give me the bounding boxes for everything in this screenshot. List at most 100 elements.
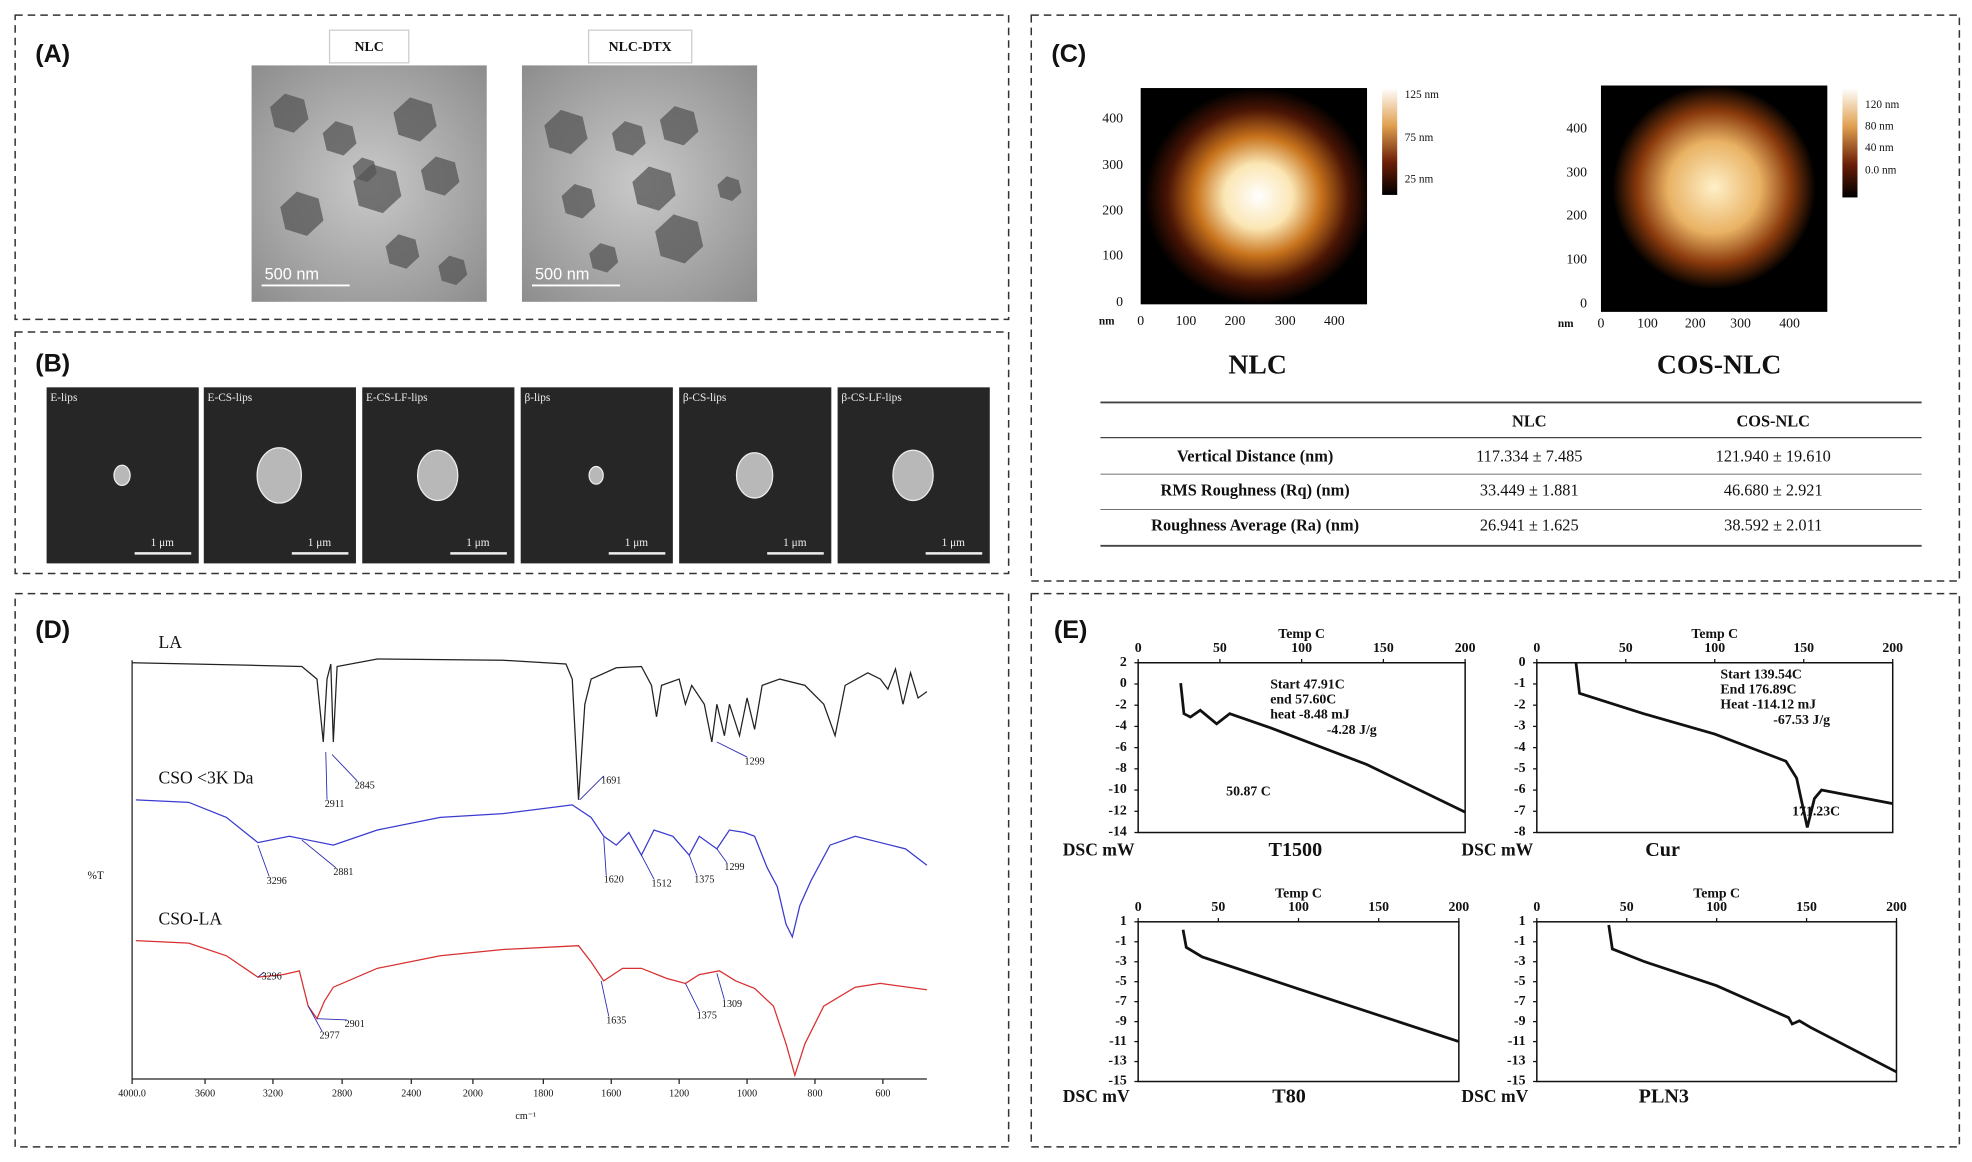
image-title: E-CS-lips — [208, 392, 253, 404]
y-tick-label: 2 — [1120, 654, 1127, 669]
sample-label: T80 — [1272, 1085, 1306, 1107]
sem-particle — [588, 465, 604, 485]
panel-label: (A) — [35, 40, 70, 68]
colorbar — [1842, 88, 1858, 198]
peak-label: 1375 — [697, 1010, 717, 1021]
panel-box — [14, 14, 1010, 321]
y-tick-label: 1 — [1120, 913, 1127, 928]
annotation: -4.28 J/g — [1327, 722, 1377, 737]
sample-label: T1500 — [1269, 839, 1323, 861]
x-tick-label: 3200 — [263, 1088, 283, 1099]
afm-title: NLC — [1228, 349, 1286, 380]
particle — [611, 121, 646, 156]
y-tick-label: -3 — [1115, 953, 1127, 968]
x-tick-label: 150 — [1373, 640, 1394, 655]
x-tick-label: 600 — [875, 1088, 890, 1099]
x-tick-label: 200 — [1225, 313, 1246, 328]
table-cell: RMS Roughness (Rq) (nm) — [1161, 480, 1350, 499]
particle — [632, 166, 676, 211]
y-tick-label: -9 — [1514, 1013, 1526, 1028]
peak-leader — [716, 973, 725, 1000]
y-tick-label: 0 — [1120, 675, 1127, 690]
y-tick-label: -7 — [1514, 993, 1526, 1008]
y-tick-label: -15 — [1507, 1073, 1526, 1088]
x-tick-label: 0 — [1533, 640, 1540, 655]
x-tick-label: 150 — [1793, 640, 1814, 655]
image-title: β-CS-lips — [683, 392, 726, 404]
y-tick-label: -13 — [1507, 1053, 1526, 1068]
particle — [544, 109, 588, 155]
sem-particle — [892, 449, 934, 502]
panel-label: (D) — [35, 616, 70, 644]
afm-image — [1600, 85, 1828, 312]
x-tick-label: 200 — [1455, 640, 1476, 655]
image-title: E-lips — [50, 392, 77, 404]
particle — [322, 121, 357, 156]
peak-leader — [307, 1005, 323, 1032]
x-tick-label: 1000 — [737, 1088, 757, 1099]
panel-box — [14, 592, 1010, 1148]
spectrum-name: CSO-LA — [159, 909, 223, 929]
particle — [438, 255, 468, 286]
title-box — [328, 29, 410, 64]
y-tick-label: 400 — [1102, 111, 1123, 126]
y-tick-label: -2 — [1514, 696, 1526, 711]
sem-particle — [416, 449, 459, 502]
table-cell: 46.680 ± 2.921 — [1724, 480, 1823, 499]
dsc-curve — [1181, 929, 1460, 1043]
colorbar-label: 0.0 nm — [1865, 165, 1897, 177]
particle — [270, 93, 309, 133]
x-tick-label: 100 — [1291, 640, 1312, 655]
peak-leader — [716, 848, 728, 863]
particle — [655, 214, 704, 264]
y-tick-label: -6 — [1514, 781, 1526, 796]
x-tick-label: 150 — [1368, 899, 1389, 914]
y-tick-label: -6 — [1115, 739, 1127, 754]
y-tick-label: -11 — [1508, 1033, 1526, 1048]
peak-label: 1299 — [724, 862, 744, 873]
x-tick-label: 400 — [1324, 313, 1345, 328]
y-tick-label: -11 — [1109, 1033, 1127, 1048]
y-tick-label: 300 — [1102, 157, 1123, 172]
peak-leader — [603, 837, 607, 876]
x-tick-label: 100 — [1637, 316, 1658, 331]
annotation: Start 139.54C — [1720, 666, 1801, 681]
x-tick-label: 0 — [1135, 640, 1142, 655]
y-tick-label: -1 — [1514, 933, 1526, 948]
table-cell: Vertical Distance (nm) — [1177, 447, 1333, 466]
y-axis-label: %T — [87, 870, 103, 882]
x-tick-label: 50 — [1620, 899, 1634, 914]
particle — [659, 106, 699, 146]
spectrum-cso-la — [135, 940, 927, 1078]
y-tick-label: 200 — [1566, 207, 1587, 222]
scale-label: 1 μm — [466, 537, 490, 549]
y-tick-label: -5 — [1514, 973, 1526, 988]
dsc-curve — [1179, 682, 1466, 814]
image-title: NLC-DTX — [609, 39, 672, 54]
spectrum-la — [132, 658, 928, 800]
y-tick-label: 100 — [1102, 248, 1123, 263]
colorbar-label: 80 nm — [1865, 121, 1894, 133]
scale-label: 1 μm — [942, 537, 966, 549]
peak-label: 2977 — [319, 1031, 339, 1042]
x-tick-label: 100 — [1704, 640, 1725, 655]
y-axis-label: DSC mW — [1063, 839, 1135, 859]
x-tick-label: 300 — [1730, 316, 1751, 331]
annotation: End 176.89C — [1720, 682, 1796, 697]
y-tick-label: -5 — [1514, 760, 1526, 775]
y-tick-label: -10 — [1108, 781, 1127, 796]
panel-box — [14, 331, 1010, 575]
afm-title: COS-NLC — [1657, 349, 1781, 380]
x-tick-label: 100 — [1288, 899, 1309, 914]
peak-leader — [641, 854, 655, 880]
peak-leader — [257, 971, 265, 978]
particle — [561, 183, 596, 219]
table-cell: 26.941 ± 1.625 — [1480, 516, 1579, 535]
scale-label: 1 μm — [783, 537, 807, 549]
x-tick-label: 150 — [1796, 899, 1817, 914]
table-cell: 121.940 ± 19.610 — [1716, 447, 1831, 466]
y-tick-label: 300 — [1566, 165, 1587, 180]
particle — [280, 191, 324, 236]
table-cell: 33.449 ± 1.881 — [1480, 480, 1579, 499]
y-tick-label: 0 — [1116, 294, 1123, 309]
